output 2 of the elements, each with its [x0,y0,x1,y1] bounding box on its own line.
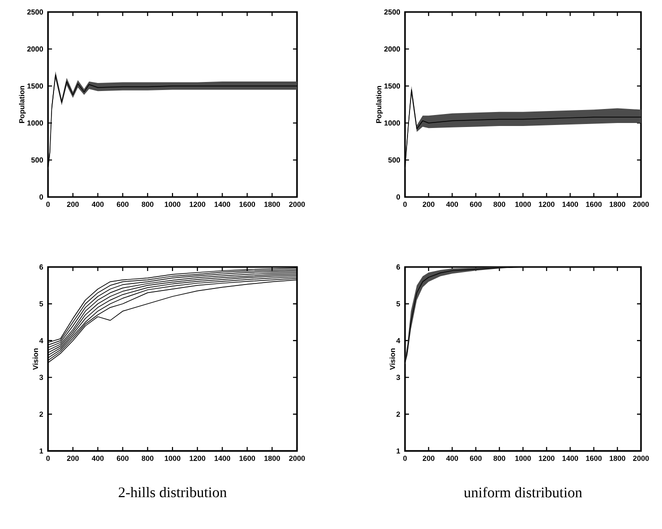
text: 2-hills distribution [118,486,227,498]
text: uniform distribution [464,486,582,498]
